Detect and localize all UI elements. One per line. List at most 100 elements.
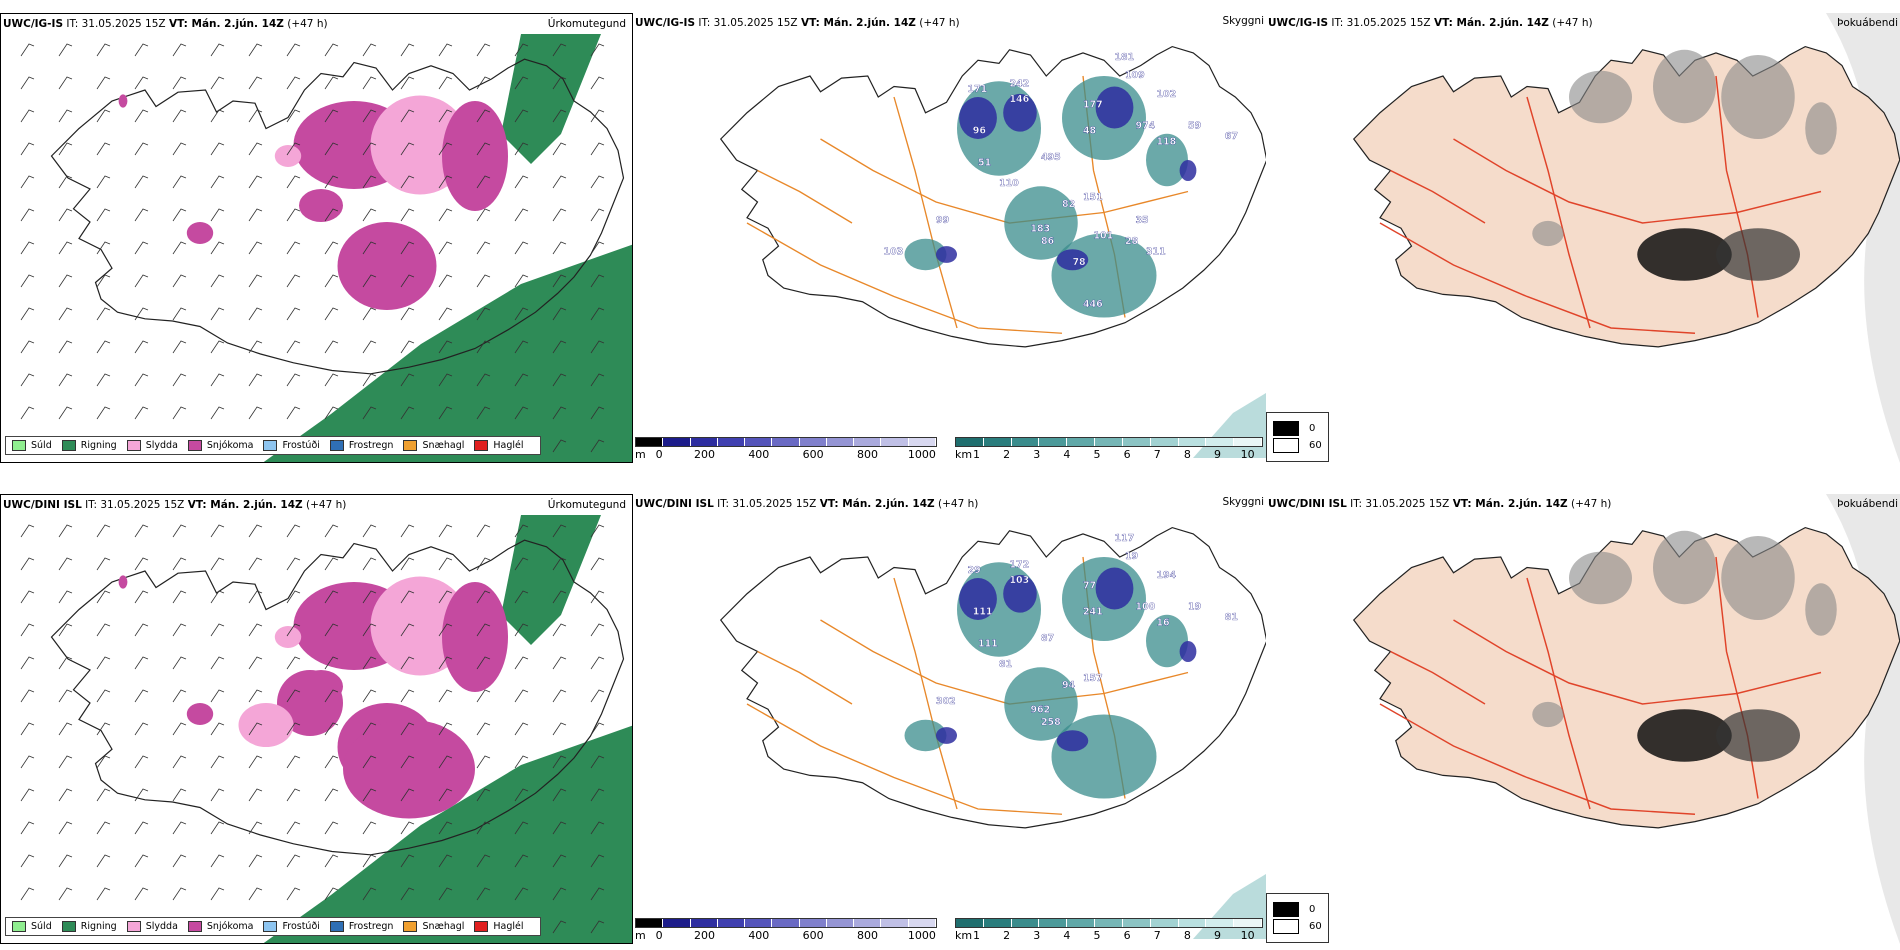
wind-barb [476, 43, 491, 57]
wind-barb [20, 722, 35, 736]
wind-barb [552, 175, 567, 189]
wind-barb [286, 590, 301, 604]
road-line [1526, 96, 1591, 329]
wind-barb [58, 241, 73, 255]
scale-tick: 2 [1003, 448, 1011, 461]
wind-barb [172, 208, 187, 222]
cloud-base-label: 29 [968, 565, 981, 576]
legend-item: Frostúði [263, 440, 320, 451]
wind-barb [248, 656, 263, 670]
wind-barb [134, 406, 149, 420]
wind-barb [514, 854, 529, 868]
wind-barb [286, 887, 301, 901]
wind-barb [590, 439, 605, 453]
wind-barb [476, 755, 491, 769]
legend-label: Súld [31, 921, 52, 932]
visibility-scale-top: km 1 2 3 4 5 6 7 8 9 10 [955, 437, 1263, 461]
wind-barb [324, 340, 339, 354]
init-time: IT: 31.05.2025 15Z [66, 18, 166, 30]
wind-barb [400, 557, 415, 571]
snow-area [118, 94, 128, 108]
wind-barb [96, 373, 111, 387]
wind-barb [476, 788, 491, 802]
scale-cell [717, 919, 746, 927]
wind-barb [172, 43, 187, 57]
wind-barb [248, 274, 263, 288]
scale-cell [826, 919, 855, 927]
low-cloud-base-area [1179, 160, 1197, 181]
wind-barb [552, 623, 567, 637]
wind-barb [476, 406, 491, 420]
wind-barb [286, 274, 301, 288]
wind-barb [248, 689, 263, 703]
wind-barb [58, 274, 73, 288]
cloud-base-label: 28 [1125, 236, 1138, 247]
lead-time: (+47 h) [938, 498, 979, 510]
wind-barb [476, 524, 491, 538]
wind-barb [552, 274, 567, 288]
scale-cell [1234, 919, 1262, 927]
wind-barb [362, 307, 377, 321]
scale-tick: 7 [1153, 929, 1161, 942]
wind-barb [248, 887, 263, 901]
wind-barb [324, 142, 339, 156]
wind-barb [134, 241, 149, 255]
cloud-base-label: 77 [1083, 581, 1096, 592]
cloud-base-label: 183 [1031, 223, 1051, 234]
low-visibility-area [1004, 186, 1078, 260]
wind-barb [514, 76, 529, 90]
fog-legend-row: 0 [1273, 902, 1322, 917]
wind-barb [324, 373, 339, 387]
wind-barb [172, 656, 187, 670]
scale-cell [1039, 438, 1068, 446]
wind-barb [286, 656, 301, 670]
scale-tick: 800 [857, 929, 879, 942]
legend-item: Rigning [61, 921, 117, 932]
scale-cell [1095, 438, 1123, 446]
cloud-base-label: 96 [973, 126, 987, 137]
scale-unit: m [635, 929, 646, 942]
scale-ticks: km 1 2 3 4 5 6 7 8 9 10 [955, 447, 1263, 461]
wind-barb [552, 920, 567, 934]
fog-index-area [1805, 583, 1837, 636]
legend-swatch [474, 440, 489, 451]
precip-header-top: UWC/IG-IS IT: 31.05.2025 15Z VT: Mán. 2.… [3, 18, 328, 30]
wind-barb [362, 241, 377, 255]
fog-legend-label: 60 [1309, 921, 1322, 932]
scale-cell [908, 438, 936, 446]
wind-barb [324, 821, 339, 835]
wind-barb [210, 656, 225, 670]
wind-barb [400, 689, 415, 703]
scale-tick: 3 [1033, 929, 1041, 942]
scale-tick: 1 [973, 929, 981, 942]
rain-area-sea [263, 244, 632, 462]
wind-barb [134, 340, 149, 354]
wind-barb [400, 854, 415, 868]
scale-bar [955, 918, 1263, 928]
wind-barb [362, 524, 377, 538]
wind-barb [286, 373, 301, 387]
valid-time: VT: Mán. 2.jún. 14Z [1452, 498, 1568, 510]
wind-barb [476, 307, 491, 321]
legend-item: Súld [12, 440, 52, 451]
cloud-base-label: 48 [1083, 126, 1096, 137]
wind-barb [324, 274, 339, 288]
scale-tick: 9 [1213, 929, 1221, 942]
legend-swatch [329, 440, 344, 451]
wind-barb [400, 821, 415, 835]
wind-barb [58, 788, 73, 802]
wind-barb [134, 274, 149, 288]
wind-barb [552, 43, 567, 57]
wind-barb [400, 274, 415, 288]
snow-area [442, 101, 508, 211]
wind-barb [210, 689, 225, 703]
scale-tick: 9 [1213, 448, 1221, 461]
panel-title: Skyggni [1222, 15, 1265, 27]
wind-barb [400, 142, 415, 156]
wind-barb [210, 788, 225, 802]
road-line [757, 169, 853, 224]
snow-area [442, 582, 508, 692]
cloud-base-label: 111 [973, 607, 993, 618]
wind-barb [552, 788, 567, 802]
